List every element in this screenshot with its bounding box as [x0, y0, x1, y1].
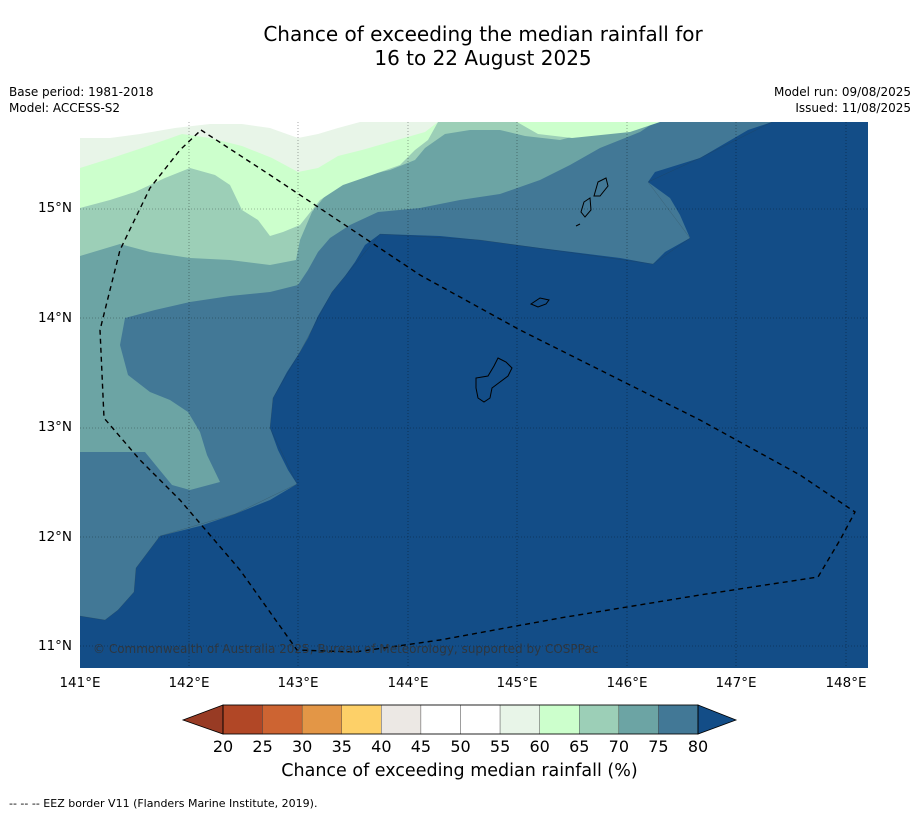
colorbar-tick-label: 55	[489, 737, 511, 756]
eez-border	[99, 129, 856, 653]
colorbar-cell	[579, 704, 620, 735]
run-info: Model run: 09/08/2025 Issued: 11/08/2025	[774, 84, 911, 116]
base-period: Base period: 1981-2018	[9, 85, 154, 99]
lat-label-14n: 14°N	[38, 310, 73, 326]
colorbar-cell	[499, 704, 540, 735]
colorbar-tick-label: 75	[648, 737, 669, 756]
island-tinian	[580, 197, 592, 218]
graticule	[80, 122, 868, 668]
copyright-notice: © Commonwealth of Australia 2025, Bureau…	[93, 642, 599, 656]
colorbar-tick-label: 30	[291, 737, 313, 756]
lon-label-144e: 144°E	[387, 675, 429, 691]
island-saipan	[593, 177, 609, 197]
model-name: Model: ACCESS-S2	[9, 101, 121, 115]
colorbar-title: Chance of exceeding median rainfall (%)	[281, 761, 638, 781]
colorbar-cell	[341, 704, 382, 735]
model-run-date: Model run: 09/08/2025	[773, 85, 911, 99]
zone-60-65	[80, 122, 660, 236]
colorbar-tick-label: 50	[450, 737, 471, 756]
colorbar-tick-label: 35	[331, 737, 352, 756]
colorbar-tick-label: 20	[212, 737, 234, 756]
eez-legend-note: -- -- -- EEZ border V11 (Flanders Marine…	[9, 797, 318, 810]
colorbar-cell	[618, 704, 659, 735]
lon-label-141e: 141°E	[59, 675, 101, 691]
lat-label-15n: 15°N	[38, 200, 73, 216]
colorbar-cell	[658, 704, 699, 735]
colorbar-under-arrow	[181, 704, 224, 735]
island-guam	[475, 357, 513, 403]
chart-title-line-1: Chance of exceeding the median rainfall …	[263, 22, 703, 46]
island-aguijan	[575, 223, 581, 227]
model-info: Base period: 1981-2018 Model: ACCESS-S2	[9, 84, 154, 116]
colorbar-cell	[262, 704, 303, 735]
colorbar-tick-label: 60	[529, 737, 550, 756]
lon-label-143e: 143°E	[277, 675, 319, 691]
colorbar-cell	[539, 704, 580, 735]
lat-label-13n: 13°N	[38, 419, 73, 435]
lon-label-145e: 145°E	[496, 675, 538, 691]
colorbar-cell	[420, 704, 461, 735]
colorbar-tick-label: 45	[410, 737, 432, 756]
colorbar-tick-label: 80	[687, 737, 709, 756]
lon-label-147e: 147°E	[715, 675, 757, 691]
colorbar-cell	[222, 704, 263, 735]
colorbar-tick-label: 40	[371, 737, 392, 756]
colorbar-tick-label: 65	[569, 737, 590, 756]
zone-55-60	[80, 122, 438, 172]
lon-label-142e: 142°E	[168, 675, 210, 691]
colorbar-cell	[460, 704, 501, 735]
colorbar-tick-label: 70	[608, 737, 629, 756]
zone-50-55	[80, 122, 360, 138]
chart-title-line-2: 16 to 22 August 2025	[374, 46, 592, 70]
lon-label-146e: 146°E	[606, 675, 648, 691]
colorbar-tick-label: 25	[252, 737, 273, 756]
lat-label-12n: 12°N	[38, 529, 73, 545]
colorbar-cell	[381, 704, 422, 735]
island-rota	[529, 297, 550, 308]
issued-date: Issued: 11/08/2025	[795, 101, 911, 115]
colorbar-cell	[301, 704, 342, 735]
islands	[475, 177, 609, 403]
colorbar-over-arrow	[697, 704, 738, 735]
lon-label-148e: 148°E	[825, 675, 867, 691]
lat-label-11n: 11°N	[38, 638, 73, 654]
